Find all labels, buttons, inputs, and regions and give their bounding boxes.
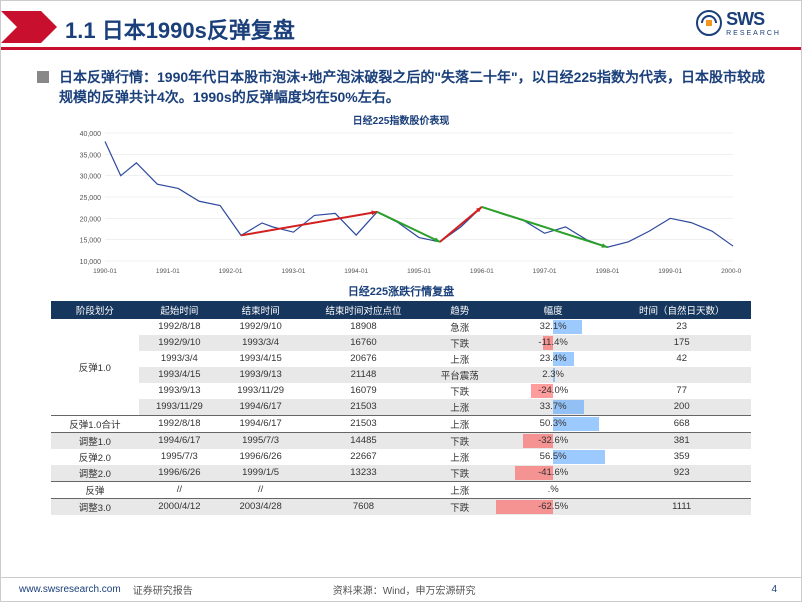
summary-bullet: 日本反弹行情：1990年代日本股市泡沫+地产泡沫破裂之后的"失落二十年"，以日经… xyxy=(37,67,765,108)
table-row: 反弹1.0合计1992/8/181994/6/1721503上涨50.3%668 xyxy=(51,415,751,432)
logo-subtext: RESEARCH xyxy=(726,30,781,37)
summary-text: 日本反弹行情：1990年代日本股市泡沫+地产泡沫破裂之后的"失落二十年"，以日经… xyxy=(59,67,765,108)
table-header: 阶段划分 xyxy=(51,301,139,319)
svg-text:1991-01: 1991-01 xyxy=(156,268,180,275)
svg-text:15,000: 15,000 xyxy=(80,237,102,244)
table-row: 反弹2.01995/7/31996/6/2622667上涨56.5%359 xyxy=(51,449,751,465)
page-title: 1.1 日本1990s反弹复盘 xyxy=(65,13,295,45)
svg-text:1990-01: 1990-01 xyxy=(93,268,117,275)
logo-icon xyxy=(696,10,722,36)
svg-text:10,000: 10,000 xyxy=(80,259,102,266)
svg-text:1999-01: 1999-01 xyxy=(658,268,682,275)
svg-text:1996-01: 1996-01 xyxy=(470,268,494,275)
table-header: 时间（自然日天数） xyxy=(612,301,751,319)
table-row: 1993/9/131993/11/2916079下跌-24.0%77 xyxy=(51,383,751,399)
footer-source: 资料来源：Wind，申万宏源研究 xyxy=(333,582,476,597)
svg-text:1997-01: 1997-01 xyxy=(533,268,557,275)
footer-report-label: 证券研究报告 xyxy=(133,582,193,597)
table-row: 调整2.01996/6/261999/1/513233下跌-41.6%923 xyxy=(51,465,751,482)
svg-text:1998-01: 1998-01 xyxy=(595,268,619,275)
page-number: 4 xyxy=(771,584,777,595)
data-table: 阶段划分起始时间结束时间结束时间对应点位趋势幅度时间（自然日天数）反弹1.019… xyxy=(51,301,751,515)
table-header: 趋势 xyxy=(426,301,494,319)
table-row: 1993/11/291994/6/1721503上涨33.7%200 xyxy=(51,399,751,416)
table-row: 反弹////上涨.% xyxy=(51,481,751,498)
svg-text:30,000: 30,000 xyxy=(80,173,102,180)
svg-text:1992-01: 1992-01 xyxy=(219,268,243,275)
chart-svg: 10,000 15,000 20,000 25,000 30,000 35,000 40,0… xyxy=(61,129,741,279)
table-row: 1993/3/41993/4/1520676上涨23.4%42 xyxy=(51,351,751,367)
sws-logo: SWS RESEARCH xyxy=(696,9,781,37)
table-row: 反弹1.01992/8/181992/9/1018908急涨32.1%23 xyxy=(51,319,751,335)
header-bar: 1.1 日本1990s反弹复盘 SWS RESEARCH xyxy=(1,1,801,51)
footer-url: www.swsresearch.com xyxy=(19,584,121,595)
svg-text:25,000: 25,000 xyxy=(80,195,102,202)
svg-text:1994-01: 1994-01 xyxy=(344,268,368,275)
table-header: 结束时间对应点位 xyxy=(301,301,425,319)
slide-container: 1.1 日本1990s反弹复盘 SWS RESEARCH 日本反弹行情：1990… xyxy=(0,0,802,602)
svg-text:1995-01: 1995-01 xyxy=(407,268,431,275)
svg-text:35,000: 35,000 xyxy=(80,152,102,159)
bullet-icon xyxy=(37,71,49,83)
svg-text:1993-01: 1993-01 xyxy=(281,268,305,275)
table-row: 1992/9/101993/3/416760下跌-11.4%175 xyxy=(51,335,751,351)
table-row: 调整3.02000/4/122003/4/287608下跌-62.5%1111 xyxy=(51,498,751,515)
table-header: 幅度 xyxy=(494,301,613,319)
footer-bar: www.swsresearch.com 证券研究报告 资料来源：Wind，申万宏… xyxy=(1,577,801,601)
table-header: 起始时间 xyxy=(139,301,220,319)
table-row: 调整1.01994/6/171995/7/314485下跌-32.6%381 xyxy=(51,432,751,449)
svg-text:2000-01: 2000-01 xyxy=(721,268,741,275)
svg-text:20,000: 20,000 xyxy=(80,216,102,223)
header-chevron-icon xyxy=(1,11,57,43)
svg-text:40,000: 40,000 xyxy=(80,131,102,138)
line-chart: 10,000 15,000 20,000 25,000 30,000 35,000 40,0… xyxy=(61,129,741,279)
table-row: 1993/4/151993/9/1321148平台震荡2.3% xyxy=(51,367,751,383)
chart-region: 日经225指数股价表现 10,000 15,000 20,000 25,000 30,0… xyxy=(37,112,765,279)
table-header: 结束时间 xyxy=(220,301,301,319)
chart-title: 日经225指数股价表现 xyxy=(37,112,765,127)
logo-text: SWS xyxy=(726,9,781,30)
content-area: 日本反弹行情：1990年代日本股市泡沫+地产泡沫破裂之后的"失落二十年"，以日经… xyxy=(1,51,801,515)
header-divider xyxy=(1,47,801,50)
table-title: 日经225涨跌行情复盘 xyxy=(37,283,765,299)
